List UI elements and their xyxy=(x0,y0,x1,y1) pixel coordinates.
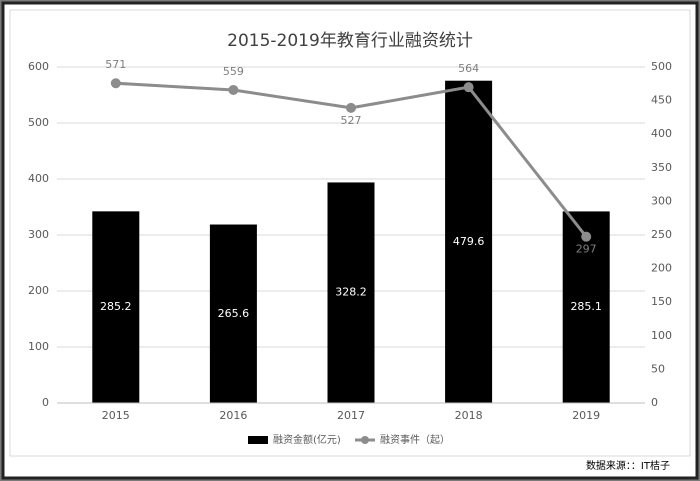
x-tick-label: 2019 xyxy=(572,409,600,422)
y-tick-label: 0 xyxy=(42,396,49,409)
bar-value-label: 328.2 xyxy=(335,286,367,299)
y2-tick-label: 500 xyxy=(651,60,672,73)
bar xyxy=(92,211,140,403)
y2-tick-label: 0 xyxy=(651,396,658,409)
legend-swatch xyxy=(361,436,369,444)
y2-tick-label: 150 xyxy=(651,295,672,308)
x-tick-label: 2017 xyxy=(337,409,365,422)
line-value-label: 571 xyxy=(105,58,126,71)
y-tick-label: 300 xyxy=(28,228,49,241)
line-value-label: 297 xyxy=(576,243,597,256)
legend-label: 融资事件（起） xyxy=(380,433,450,446)
bar xyxy=(445,80,493,403)
y2-tick-label: 250 xyxy=(651,228,672,241)
y2-tick-label: 400 xyxy=(651,127,672,140)
line-point xyxy=(581,231,592,242)
y-tick-label: 400 xyxy=(28,172,49,185)
legend-label: 融资金额(亿元) xyxy=(273,433,341,446)
y-tick-label: 500 xyxy=(28,116,49,129)
y2-tick-label: 450 xyxy=(651,94,672,107)
bar-value-label: 479.6 xyxy=(453,235,485,248)
legend-swatch xyxy=(248,436,268,444)
y2-tick-label: 50 xyxy=(651,362,665,375)
bar xyxy=(562,211,610,403)
y2-tick-label: 300 xyxy=(651,194,672,207)
bar-value-label: 265.6 xyxy=(218,307,250,320)
x-tick-label: 2016 xyxy=(219,409,247,422)
bar-value-label: 285.2 xyxy=(100,300,132,313)
line-value-label: 564 xyxy=(458,62,479,75)
line-value-label: 559 xyxy=(223,65,244,78)
bar xyxy=(209,224,257,403)
y2-tick-label: 350 xyxy=(651,161,672,174)
y-tick-label: 200 xyxy=(28,284,49,297)
source-note: 数据来源：：IT桔子 xyxy=(586,459,670,472)
y-tick-label: 100 xyxy=(28,340,49,353)
line-point xyxy=(110,78,121,89)
x-tick-label: 2015 xyxy=(102,409,130,422)
bar xyxy=(327,182,375,403)
line-value-label: 527 xyxy=(341,114,362,127)
line-point xyxy=(463,82,474,93)
y-tick-label: 600 xyxy=(28,60,49,73)
line-point xyxy=(346,102,356,113)
y2-tick-label: 200 xyxy=(651,262,672,275)
x-tick-label: 2018 xyxy=(455,409,483,422)
chart-title: 2015-2019年教育行业融资统计 xyxy=(227,31,473,51)
y2-tick-label: 100 xyxy=(651,329,672,342)
bar-value-label: 285.1 xyxy=(570,300,602,313)
line-point xyxy=(228,84,239,95)
